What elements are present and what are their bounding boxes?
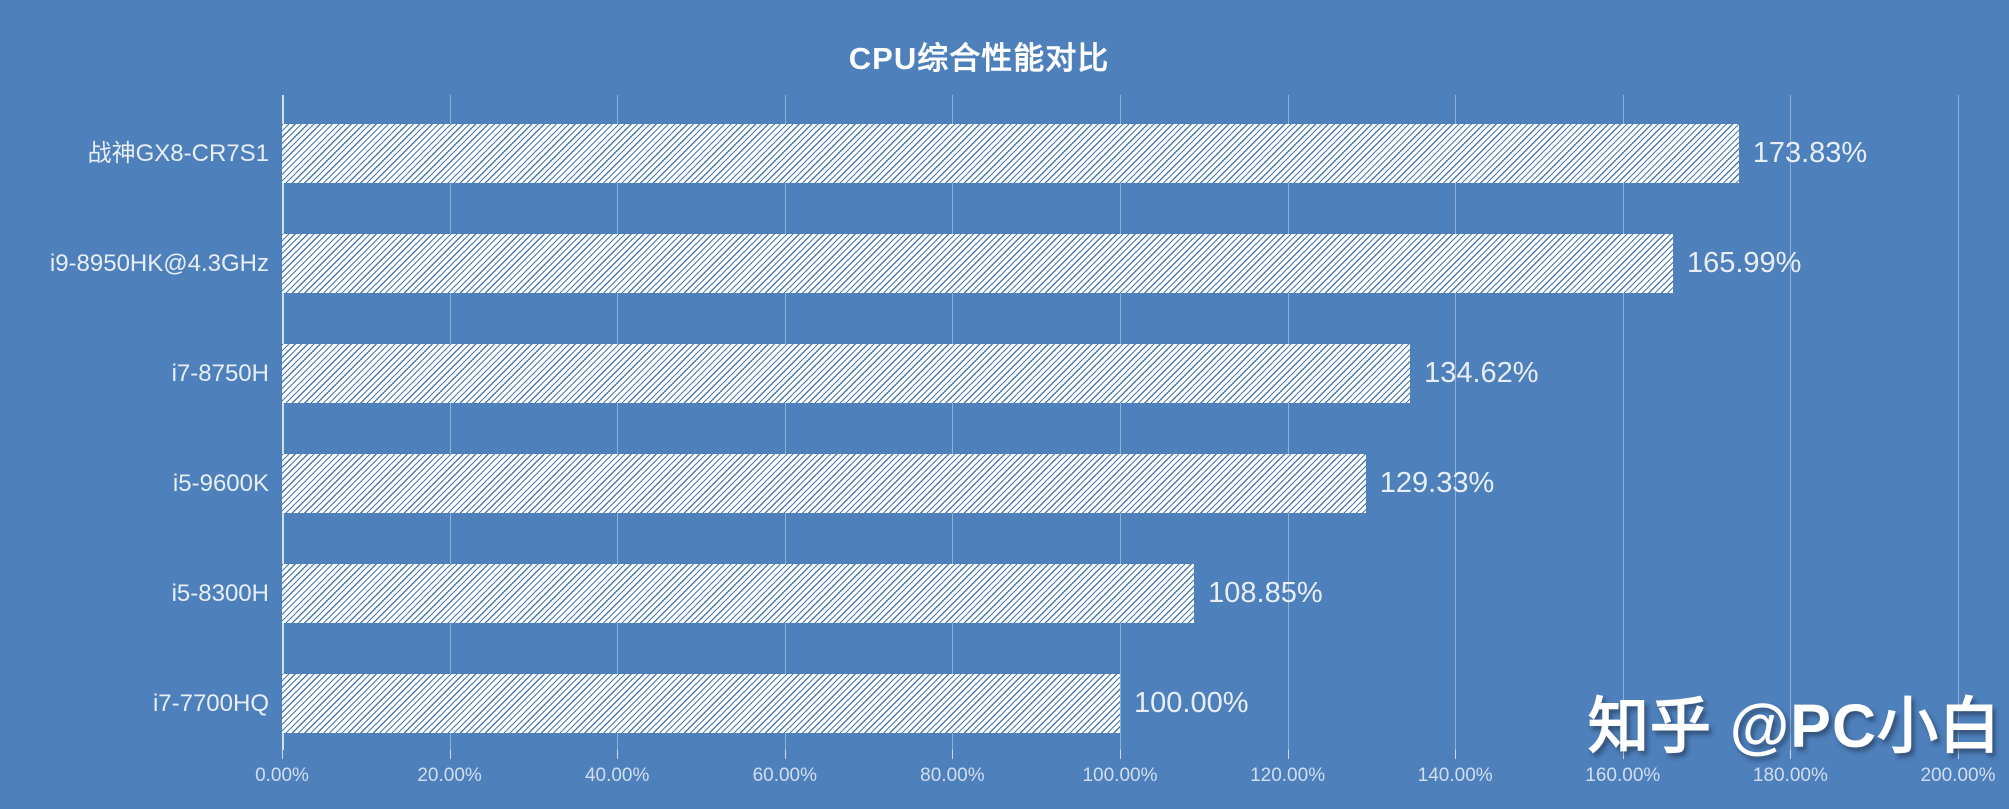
- x-axis-tick: [784, 750, 786, 759]
- gridline: [784, 95, 786, 750]
- x-axis-tick-label: 140.00%: [1417, 765, 1493, 786]
- x-axis-tick-label: 120.00%: [1250, 765, 1326, 786]
- x-axis-tick: [1120, 750, 1121, 759]
- bar: [282, 234, 1673, 293]
- x-axis-tick-label: 40.00%: [584, 765, 650, 786]
- category-label: i5-9600K: [172, 470, 269, 497]
- category-label: i5-8300H: [171, 580, 269, 607]
- gridline: [1120, 95, 1121, 750]
- x-axis-tick: [1455, 750, 1457, 759]
- bar: [282, 454, 1366, 513]
- x-axis-tick: [1958, 750, 1959, 759]
- gridline: [1622, 95, 1624, 750]
- gridline: [1790, 95, 1792, 750]
- x-axis-tick: [282, 750, 283, 759]
- gridline: [617, 95, 619, 750]
- x-axis-tick: [1790, 750, 1792, 759]
- x-axis-tick-label: 60.00%: [752, 765, 818, 786]
- x-axis-tick: [1287, 750, 1289, 759]
- bar: [282, 344, 1411, 403]
- gridline: [449, 95, 451, 750]
- x-axis-tick: [449, 750, 451, 759]
- x-axis-tick-label: 80.00%: [920, 765, 985, 786]
- watermark: 知乎 @PC小白: [1587, 692, 2001, 760]
- x-axis-tick-label: 180.00%: [1752, 765, 1828, 786]
- bar-value-label: 100.00%: [1134, 687, 1249, 719]
- x-axis-tick-label: 100.00%: [1082, 765, 1158, 786]
- category-label: i9-8950HK@4.3GHz: [49, 250, 269, 277]
- x-axis-tick-label: 160.00%: [1585, 765, 1661, 786]
- x-axis-tick: [952, 750, 954, 759]
- category-label: i7-8750H: [171, 360, 269, 387]
- x-axis-tick-label: 20.00%: [417, 765, 482, 786]
- bar-value-label: 165.99%: [1686, 247, 1802, 279]
- category-label: i7-7700HQ: [152, 690, 269, 717]
- x-axis-tick-label: 200.00%: [1920, 765, 1996, 786]
- bar-value-label: 134.62%: [1424, 357, 1539, 389]
- y-axis-line: [282, 95, 284, 750]
- bar-value-label: 108.85%: [1208, 577, 1323, 609]
- category-label: 战神GX8-CR7S1: [87, 140, 269, 167]
- bar: [282, 674, 1120, 733]
- chart-title: CPU综合性能对比: [848, 41, 1110, 76]
- bar: [282, 124, 1739, 183]
- bar: [282, 564, 1195, 623]
- gridline: [1287, 95, 1289, 750]
- bar-value-label: 173.83%: [1752, 137, 1868, 169]
- x-axis-tick-label: 0.00%: [255, 765, 309, 786]
- gridline: [952, 95, 954, 750]
- gridline: [1455, 95, 1457, 750]
- bar-value-label: 129.33%: [1379, 467, 1495, 499]
- gridline: [1958, 95, 1959, 750]
- x-axis-tick: [617, 750, 619, 759]
- x-axis-tick: [1622, 750, 1624, 759]
